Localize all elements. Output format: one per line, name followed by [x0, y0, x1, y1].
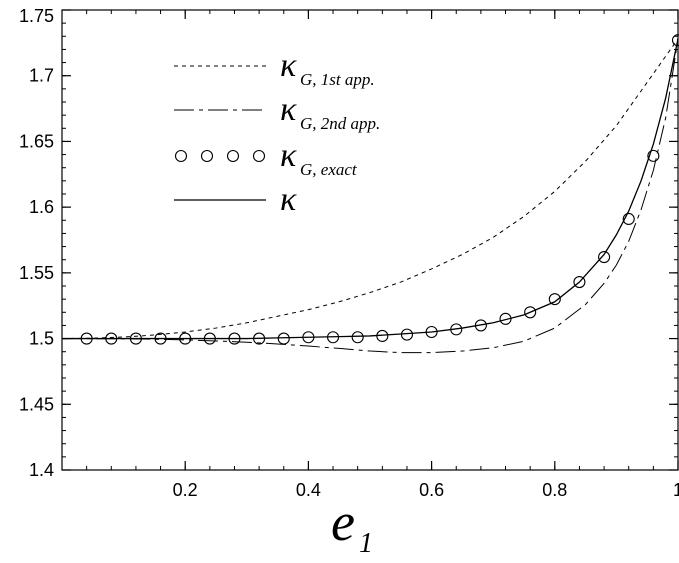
legend-marker: [254, 151, 265, 162]
x-tick-label: 0.6: [419, 480, 444, 500]
legend-label-kappa: κ: [280, 91, 297, 128]
x-tick-label: 1: [673, 480, 679, 500]
series-exact-markers: [81, 35, 679, 344]
legend-label-subscript: G, 2nd app.: [300, 114, 380, 133]
legend-label-subscript: G, 1st app.: [300, 70, 375, 89]
legend-marker: [228, 151, 239, 162]
y-tick-label: 1.65: [19, 131, 54, 151]
y-tick-label: 1.75: [19, 6, 54, 26]
data-point-marker: [278, 333, 289, 344]
y-tick-label: 1.5: [29, 329, 54, 349]
legend-label-kappa: κ: [280, 181, 297, 218]
legend-label-kappa: κ: [280, 47, 297, 84]
legend-label-subscript: G, exact: [300, 160, 358, 179]
x-tick-label: 0.4: [296, 480, 321, 500]
x-tick-label: 0.8: [542, 480, 567, 500]
y-tick-label: 1.4: [29, 460, 54, 480]
x-axis-label: e 1: [331, 492, 373, 558]
y-tick-label: 1.6: [29, 197, 54, 217]
x-tick-label: 0.2: [173, 480, 198, 500]
x-axis-label-main: e: [331, 492, 355, 552]
x-axis-label-subscript: 1: [359, 528, 373, 558]
y-tick-label: 1.45: [19, 394, 54, 414]
legend-label-kappa: κ: [280, 137, 297, 174]
y-tick-label: 1.7: [29, 66, 54, 86]
legend-marker: [176, 151, 187, 162]
y-tick-label: 1.55: [19, 263, 54, 283]
legend-marker: [202, 151, 213, 162]
data-point-marker: [401, 329, 412, 340]
data-point-marker: [352, 332, 363, 343]
